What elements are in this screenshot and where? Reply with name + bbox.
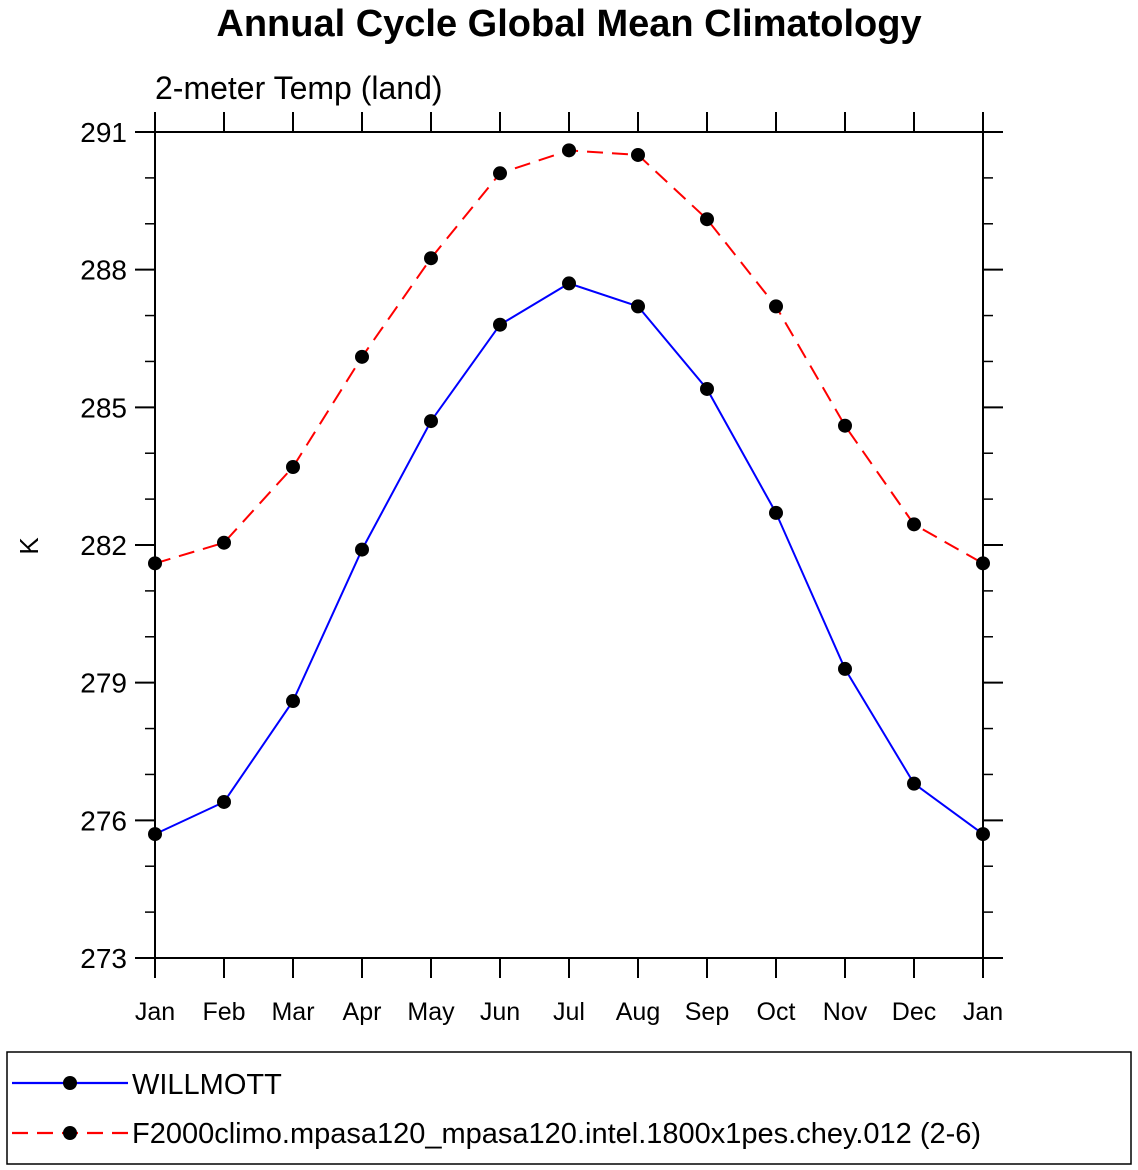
series-lines: [154, 149, 984, 836]
data-point: [769, 299, 783, 314]
axis-ticks: [135, 112, 1003, 978]
y-tick-label: 285: [80, 392, 127, 423]
y-tick-label: 279: [80, 668, 127, 699]
x-tick-label: Mar: [271, 998, 314, 1026]
x-tick-label: Sep: [685, 998, 729, 1026]
x-tick-label: May: [407, 998, 455, 1026]
data-point: [286, 459, 300, 474]
data-point: [700, 212, 714, 227]
data-point: [355, 542, 369, 557]
series-points: [148, 143, 990, 842]
data-point: [769, 505, 783, 520]
legend-label-model: F2000climo.mpasa120_mpasa120.intel.1800x…: [132, 1118, 981, 1150]
data-point: [493, 166, 507, 181]
x-tick-label: Jun: [480, 998, 520, 1026]
data-point: [838, 418, 852, 433]
data-point: [424, 251, 438, 266]
data-point: [286, 694, 300, 709]
data-point: [700, 381, 714, 396]
x-tick-label: Jul: [553, 998, 585, 1026]
y-tick-label: 276: [80, 805, 127, 836]
x-tick-label: Feb: [202, 998, 245, 1026]
y-axis-label: K: [14, 537, 44, 555]
legend-box: [6, 1051, 1132, 1165]
y-tick-label: 282: [80, 530, 127, 561]
x-tick-label: Jan: [963, 998, 1003, 1026]
data-point: [976, 556, 990, 571]
x-tick-label: Dec: [892, 998, 936, 1026]
y-tick-label: 288: [80, 255, 127, 286]
y-tick-labels: 273 276 279 282 285 288 291: [80, 117, 127, 974]
x-tick-label: Nov: [823, 998, 868, 1026]
x-tick-labels: Jan Feb Mar Apr May Jun Jul Aug Sep Oct Nov Dec Jan: [135, 998, 1003, 1026]
data-point: [424, 414, 438, 429]
data-point: [838, 661, 852, 676]
data-point: [217, 535, 231, 550]
data-point: [631, 147, 645, 162]
data-point: [148, 827, 162, 842]
y-tick-label: 291: [80, 117, 127, 148]
series-line-0: [154, 282, 984, 836]
legend-marker-model: [63, 1126, 77, 1140]
data-point: [907, 517, 921, 532]
x-tick-label: Oct: [757, 998, 796, 1026]
chart-title: Annual Cycle Global Mean Climatology: [216, 3, 921, 45]
data-point: [562, 276, 576, 291]
x-tick-label: Jan: [135, 998, 175, 1026]
data-point: [631, 299, 645, 314]
data-point: [976, 827, 990, 842]
plot-frame: [154, 131, 984, 959]
x-tick-label: Apr: [343, 998, 382, 1026]
legend-marker-willmott: [63, 1076, 77, 1090]
data-point: [493, 317, 507, 332]
y-tick-label: 273: [80, 943, 127, 974]
legend-label-willmott: WILLMOTT: [132, 1069, 282, 1101]
data-point: [562, 143, 576, 158]
chart-subtitle: 2-meter Temp (land): [155, 70, 443, 106]
data-point: [217, 794, 231, 809]
data-point: [355, 349, 369, 364]
x-tick-label: Aug: [616, 998, 660, 1026]
plot-border: [154, 131, 984, 959]
data-point: [907, 776, 921, 791]
legend: WILLMOTT F2000climo.mpasa120_mpasa120.in…: [6, 1051, 1132, 1165]
data-point: [148, 556, 162, 571]
series-line-1: [154, 149, 984, 565]
